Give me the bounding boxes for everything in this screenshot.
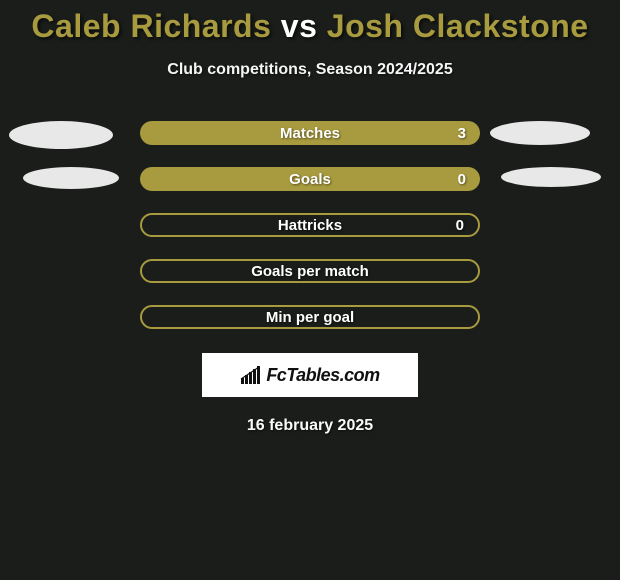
stat-value: 0 xyxy=(458,171,466,188)
player1-name: Caleb Richards xyxy=(31,8,271,44)
attribution-badge: FcTables.com xyxy=(202,353,418,397)
stat-label: Matches xyxy=(280,125,340,142)
stat-value: 3 xyxy=(458,125,466,142)
player2-name: Josh Clackstone xyxy=(327,8,589,44)
stat-bar: Goals per match xyxy=(140,259,480,283)
attribution-inner: FcTables.com xyxy=(240,365,379,386)
stat-bar: Hattricks 0 xyxy=(140,213,480,237)
vs-separator: vs xyxy=(271,8,326,44)
stat-rows: Matches 3 Goals 0 Hattricks 0 Goals per match M… xyxy=(0,121,620,329)
stat-row: Matches 3 xyxy=(0,121,620,145)
date-text: 16 february 2025 xyxy=(0,417,620,435)
stat-row: Min per goal xyxy=(0,305,620,329)
subtitle: Club competitions, Season 2024/2025 xyxy=(0,61,620,79)
stat-row: Goals per match xyxy=(0,259,620,283)
stat-label: Goals xyxy=(289,171,331,188)
stat-bar: Min per goal xyxy=(140,305,480,329)
stat-label: Goals per match xyxy=(251,263,369,280)
page-title: Caleb Richards vs Josh Clackstone xyxy=(0,0,620,45)
stat-row: Goals 0 xyxy=(0,167,620,191)
bars-icon xyxy=(240,366,262,384)
stat-bar: Goals 0 xyxy=(140,167,480,191)
stat-label: Min per goal xyxy=(266,309,354,326)
stat-row: Hattricks 0 xyxy=(0,213,620,237)
stat-label: Hattricks xyxy=(278,217,342,234)
stat-value: 0 xyxy=(456,217,464,234)
attribution-text: FcTables.com xyxy=(266,365,379,386)
stat-bar: Matches 3 xyxy=(140,121,480,145)
